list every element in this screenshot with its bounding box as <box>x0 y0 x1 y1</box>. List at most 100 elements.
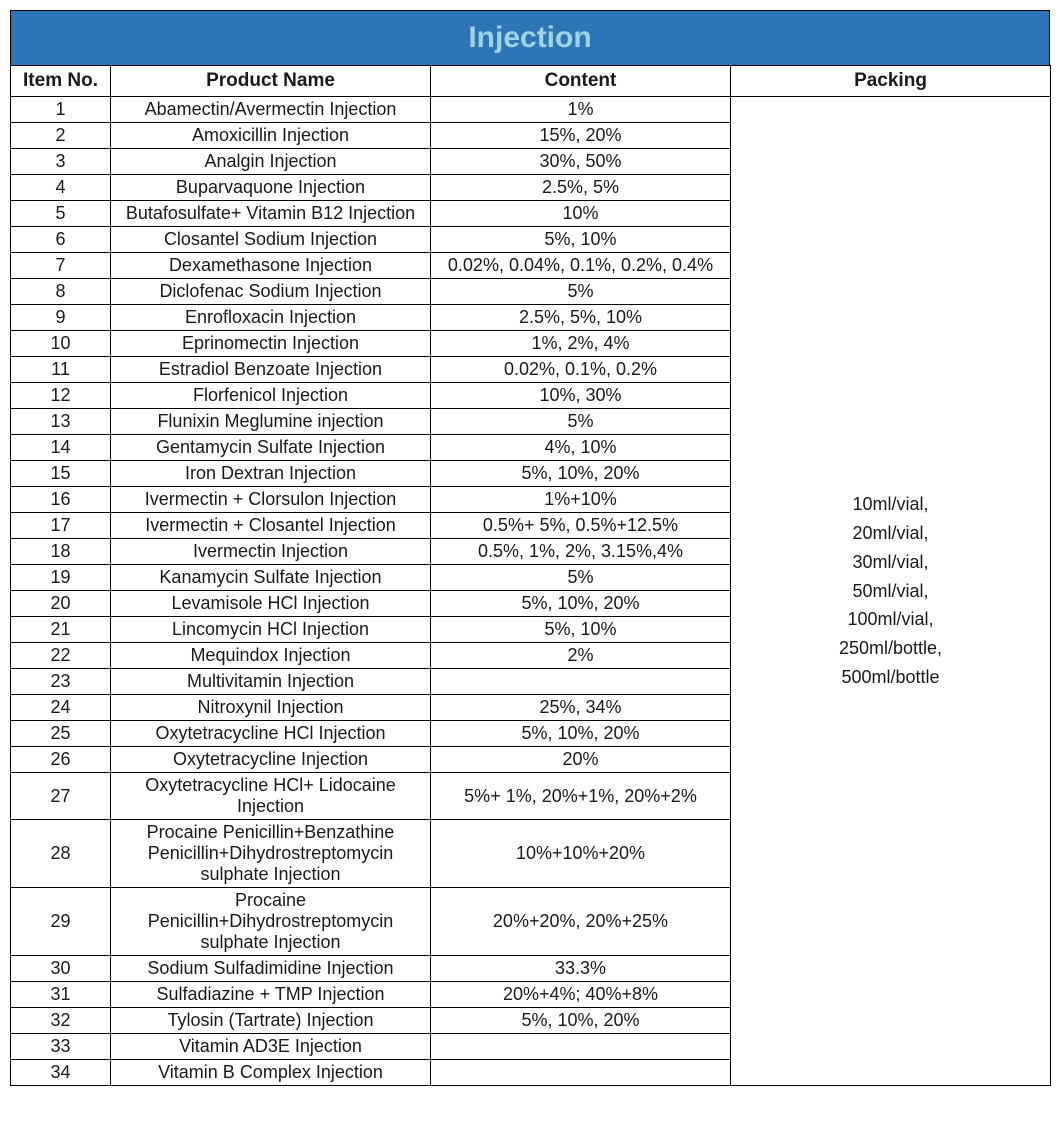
cell-itemno: 1 <box>11 97 111 123</box>
cell-itemno: 30 <box>11 956 111 982</box>
cell-product: Oxytetracycline HCl Injection <box>111 721 431 747</box>
cell-content: 5%, 10%, 20% <box>431 591 731 617</box>
injection-table-container: Injection Item No. Product Name Content … <box>10 10 1050 1086</box>
cell-product: Butafosulfate+ Vitamin B12 Injection <box>111 201 431 227</box>
cell-itemno: 14 <box>11 435 111 461</box>
cell-product: Buparvaquone Injection <box>111 175 431 201</box>
cell-content: 0.5%+ 5%, 0.5%+12.5% <box>431 513 731 539</box>
cell-content: 5% <box>431 565 731 591</box>
cell-product: Ivermectin + Closantel Injection <box>111 513 431 539</box>
cell-product: Nitroxynil Injection <box>111 695 431 721</box>
cell-itemno: 19 <box>11 565 111 591</box>
cell-product: Procaine Penicillin+Benzathine Penicilli… <box>111 820 431 888</box>
cell-content: 10% <box>431 201 731 227</box>
cell-itemno: 32 <box>11 1008 111 1034</box>
table-header-row: Item No. Product Name Content Packing <box>11 66 1051 97</box>
header-content: Content <box>431 66 731 97</box>
cell-itemno: 5 <box>11 201 111 227</box>
cell-content: 2.5%, 5%, 10% <box>431 305 731 331</box>
cell-itemno: 13 <box>11 409 111 435</box>
cell-product: Levamisole HCl Injection <box>111 591 431 617</box>
injection-table: Item No. Product Name Content Packing 1A… <box>10 65 1051 1086</box>
cell-itemno: 27 <box>11 773 111 820</box>
cell-itemno: 29 <box>11 888 111 956</box>
cell-product: Eprinomectin Injection <box>111 331 431 357</box>
cell-product: Enrofloxacin Injection <box>111 305 431 331</box>
cell-content: 1% <box>431 97 731 123</box>
cell-content: 5%, 10%, 20% <box>431 721 731 747</box>
cell-content: 0.02%, 0.04%, 0.1%, 0.2%, 0.4% <box>431 253 731 279</box>
header-packing: Packing <box>731 66 1051 97</box>
cell-content: 10%+10%+20% <box>431 820 731 888</box>
cell-itemno: 28 <box>11 820 111 888</box>
cell-product: Ivermectin + Clorsulon Injection <box>111 487 431 513</box>
cell-product: Kanamycin Sulfate Injection <box>111 565 431 591</box>
cell-product: Procaine Penicillin+Dihydrostreptomycin … <box>111 888 431 956</box>
cell-itemno: 25 <box>11 721 111 747</box>
cell-product: Diclofenac Sodium Injection <box>111 279 431 305</box>
cell-itemno: 4 <box>11 175 111 201</box>
cell-content: 5%, 10%, 20% <box>431 1008 731 1034</box>
cell-product: Oxytetracycline HCl+ Lidocaine Injection <box>111 773 431 820</box>
cell-product: Analgin Injection <box>111 149 431 175</box>
cell-product: Gentamycin Sulfate Injection <box>111 435 431 461</box>
cell-packing: 10ml/vial, 20ml/vial, 30ml/vial, 50ml/vi… <box>731 97 1051 1086</box>
cell-itemno: 9 <box>11 305 111 331</box>
cell-content: 15%, 20% <box>431 123 731 149</box>
cell-itemno: 20 <box>11 591 111 617</box>
cell-product: Vitamin B Complex Injection <box>111 1060 431 1086</box>
cell-content: 20% <box>431 747 731 773</box>
cell-content: 0.5%, 1%, 2%, 3.15%,4% <box>431 539 731 565</box>
cell-product: Tylosin (Tartrate) Injection <box>111 1008 431 1034</box>
table-row: 1Abamectin/Avermectin Injection1%10ml/vi… <box>11 97 1051 123</box>
cell-content: 30%, 50% <box>431 149 731 175</box>
cell-content: 5% <box>431 409 731 435</box>
cell-itemno: 21 <box>11 617 111 643</box>
cell-itemno: 12 <box>11 383 111 409</box>
cell-content <box>431 1034 731 1060</box>
cell-content <box>431 1060 731 1086</box>
cell-product: Sodium Sulfadimidine Injection <box>111 956 431 982</box>
table-title: Injection <box>10 10 1050 65</box>
cell-product: Sulfadiazine + TMP Injection <box>111 982 431 1008</box>
cell-content: 0.02%, 0.1%, 0.2% <box>431 357 731 383</box>
cell-product: Dexamethasone Injection <box>111 253 431 279</box>
cell-content: 33.3% <box>431 956 731 982</box>
cell-itemno: 34 <box>11 1060 111 1086</box>
cell-itemno: 16 <box>11 487 111 513</box>
cell-product: Closantel Sodium Injection <box>111 227 431 253</box>
cell-itemno: 7 <box>11 253 111 279</box>
cell-content: 5%, 10%, 20% <box>431 461 731 487</box>
cell-product: Oxytetracycline Injection <box>111 747 431 773</box>
cell-content: 25%, 34% <box>431 695 731 721</box>
cell-product: Abamectin/Avermectin Injection <box>111 97 431 123</box>
cell-content: 2.5%, 5% <box>431 175 731 201</box>
cell-content: 2% <box>431 643 731 669</box>
cell-product: Vitamin AD3E Injection <box>111 1034 431 1060</box>
cell-itemno: 2 <box>11 123 111 149</box>
cell-itemno: 33 <box>11 1034 111 1060</box>
cell-itemno: 26 <box>11 747 111 773</box>
cell-product: Ivermectin Injection <box>111 539 431 565</box>
cell-itemno: 22 <box>11 643 111 669</box>
header-itemno: Item No. <box>11 66 111 97</box>
cell-content: 5%, 10% <box>431 227 731 253</box>
cell-itemno: 31 <box>11 982 111 1008</box>
cell-content: 20%+4%; 40%+8% <box>431 982 731 1008</box>
cell-product: Florfenicol Injection <box>111 383 431 409</box>
cell-content: 10%, 30% <box>431 383 731 409</box>
cell-product: Flunixin Meglumine injection <box>111 409 431 435</box>
cell-itemno: 23 <box>11 669 111 695</box>
header-product: Product Name <box>111 66 431 97</box>
cell-product: Iron Dextran Injection <box>111 461 431 487</box>
cell-itemno: 3 <box>11 149 111 175</box>
cell-itemno: 11 <box>11 357 111 383</box>
cell-content: 1%, 2%, 4% <box>431 331 731 357</box>
cell-itemno: 18 <box>11 539 111 565</box>
cell-itemno: 17 <box>11 513 111 539</box>
cell-content: 20%+20%, 20%+25% <box>431 888 731 956</box>
cell-content: 1%+10% <box>431 487 731 513</box>
cell-product: Multivitamin Injection <box>111 669 431 695</box>
cell-content <box>431 669 731 695</box>
cell-itemno: 15 <box>11 461 111 487</box>
